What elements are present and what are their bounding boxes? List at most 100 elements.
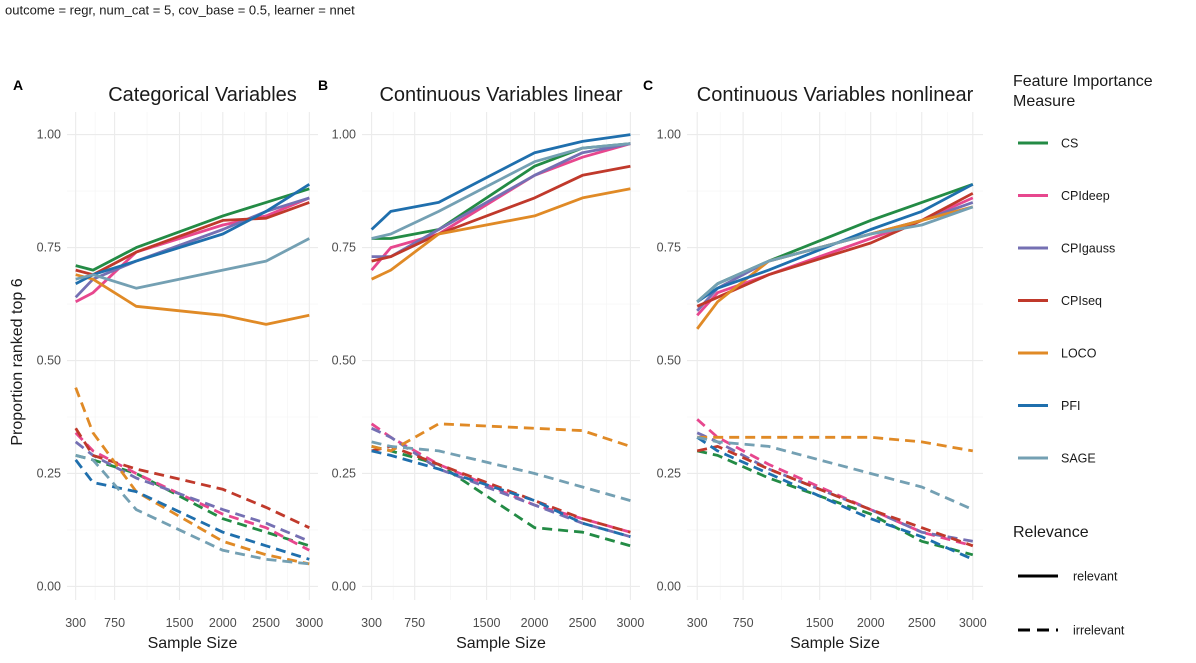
- series-line-sage-irrelevant: [75, 454, 310, 566]
- y-tick-label: 0.50: [332, 354, 356, 368]
- legend: Feature Importance Measure Relevance CS C…: [1013, 73, 1153, 638]
- y-tick-label: 0.75: [332, 241, 356, 255]
- legend-item-cs: CS: [1018, 137, 1078, 151]
- legend-label: relevant: [1073, 570, 1118, 584]
- y-tick-label: 0.00: [332, 579, 356, 593]
- series-lines: [370, 133, 631, 548]
- legend-label: CPIgauss: [1061, 242, 1115, 256]
- series-line-loco-relevant: [75, 273, 310, 326]
- series-line-cs-irrelevant: [75, 454, 310, 548]
- x-tick-label: 2500: [569, 616, 597, 630]
- legend-feature-title-line1: Feature Importance: [1013, 73, 1153, 90]
- series-line-sage-relevant: [371, 142, 631, 240]
- x-tick-label: 3000: [617, 616, 645, 630]
- x-tick-label: 1500: [806, 616, 834, 630]
- panel-a: 0.00 0.25 0.50 0.75 1.00 300 750 1500 2000 2500 30…: [13, 77, 323, 652]
- series-line-cpigauss-relevant: [371, 142, 631, 259]
- legend-label: PFI: [1061, 399, 1080, 413]
- x-tick-label: 2000: [209, 616, 237, 630]
- series-line-cpigauss-irrelevant: [74, 440, 310, 543]
- series-line-pfi-irrelevant: [696, 436, 974, 561]
- legend-relevance-title: Relevance: [1013, 524, 1089, 541]
- x-tick-label: 3000: [295, 616, 323, 630]
- series-lines: [696, 182, 974, 561]
- y-tick-label: 0.50: [37, 354, 61, 368]
- legend-item-pfi: PFI: [1018, 399, 1080, 413]
- series-line-cpideep-irrelevant: [370, 422, 631, 534]
- x-tick-label: 750: [733, 616, 754, 630]
- series-line-sage-relevant: [696, 205, 974, 303]
- series-line-cpiseq-irrelevant: [371, 444, 631, 534]
- legend-item-cpigauss: CPIgauss: [1018, 242, 1115, 256]
- series-line-cpigauss-relevant: [74, 196, 310, 299]
- legend-item-relevant: relevant: [1018, 570, 1118, 584]
- x-tick-label: 300: [65, 616, 86, 630]
- panel-letter: A: [13, 77, 23, 93]
- series-line-cpiseq-irrelevant: [696, 444, 974, 548]
- series-line-cpideep-relevant: [370, 142, 631, 272]
- y-tick-label: 0.00: [37, 579, 61, 593]
- legend-label: CS: [1061, 137, 1078, 151]
- panel-letter: B: [318, 77, 328, 93]
- y-tick-label: 1.00: [332, 128, 356, 142]
- x-tick-label: 750: [404, 616, 425, 630]
- x-tick-label: 2500: [908, 616, 936, 630]
- series-line-cpiseq-irrelevant: [74, 427, 310, 529]
- series-line-pfi-relevant: [696, 183, 974, 303]
- x-tick-label: 2000: [857, 616, 885, 630]
- legend-label: irrelevant: [1073, 624, 1125, 638]
- series-line-cpiseq-relevant: [696, 192, 974, 308]
- panel-c: 0.00 0.25 0.50 0.75 1.00 300 750 1500 2000 2500 30…: [643, 77, 987, 652]
- series-line-loco-relevant: [696, 205, 974, 330]
- x-tick-label: 300: [361, 616, 382, 630]
- figure-caption: outcome = regr, num_cat = 5, cov_base = …: [5, 3, 355, 18]
- y-tick-label: 0.25: [332, 466, 356, 480]
- series-line-sage-relevant: [75, 237, 310, 290]
- panel-title: Categorical Variables: [108, 84, 297, 106]
- x-tick-label: 1500: [473, 616, 501, 630]
- series-line-loco-relevant: [371, 187, 631, 281]
- x-tick-label: 3000: [959, 616, 987, 630]
- legend-item-irrelevant: irrelevant: [1018, 624, 1125, 638]
- legend-item-cpiseq: CPIseq: [1018, 294, 1102, 308]
- legend-feature-title-line2: Measure: [1013, 93, 1075, 110]
- x-tick-label: 2000: [521, 616, 549, 630]
- series-line-cpideep-relevant: [75, 196, 310, 304]
- x-tick-label: 2500: [252, 616, 280, 630]
- y-tick-label: 0.25: [657, 466, 681, 480]
- x-tick-label: 750: [104, 616, 125, 630]
- x-tick-label: 1500: [166, 616, 194, 630]
- x-axis-title: Sample Size: [148, 635, 238, 652]
- x-tick-label: 300: [687, 616, 708, 630]
- series-line-pfi-irrelevant: [371, 449, 631, 539]
- panel-title: Continuous Variables nonlinear: [697, 84, 974, 106]
- legend-item-cpideep: CPIdeep: [1018, 189, 1110, 203]
- series-line-cs-relevant: [75, 187, 310, 272]
- panel-letter: C: [643, 77, 653, 93]
- series-line-loco-irrelevant: [697, 435, 974, 453]
- series-line-cpideep-irrelevant: [74, 431, 310, 552]
- series-line-pfi-relevant: [370, 133, 631, 231]
- y-tick-label: 1.00: [657, 128, 681, 142]
- y-tick-label: 0.75: [657, 241, 681, 255]
- y-tick-label: 0.75: [37, 241, 61, 255]
- y-tick-label: 0.00: [657, 579, 681, 593]
- y-axis-title: Proportion ranked top 6: [9, 278, 26, 445]
- series-line-cpideep-irrelevant: [696, 418, 974, 548]
- panel-b: 0.00 0.25 0.50 0.75 1.00 300 750 1500 2000 2500 30…: [318, 77, 644, 652]
- series-line-sage-irrelevant: [696, 435, 974, 511]
- series-line-cpiseq-relevant: [371, 164, 631, 263]
- legend-label: CPIseq: [1061, 294, 1102, 308]
- x-axis-title: Sample Size: [456, 635, 546, 652]
- series-line-sage-irrelevant: [371, 440, 631, 502]
- series-line-pfi-irrelevant: [74, 459, 310, 561]
- x-axis-title: Sample Size: [790, 635, 880, 652]
- legend-label: SAGE: [1061, 452, 1096, 466]
- series-line-loco-irrelevant: [371, 422, 631, 453]
- y-tick-label: 1.00: [37, 128, 61, 142]
- legend-label: LOCO: [1061, 347, 1097, 361]
- y-tick-label: 0.25: [37, 466, 61, 480]
- series-line-cpiseq-relevant: [75, 201, 310, 277]
- legend-label: CPIdeep: [1061, 189, 1110, 203]
